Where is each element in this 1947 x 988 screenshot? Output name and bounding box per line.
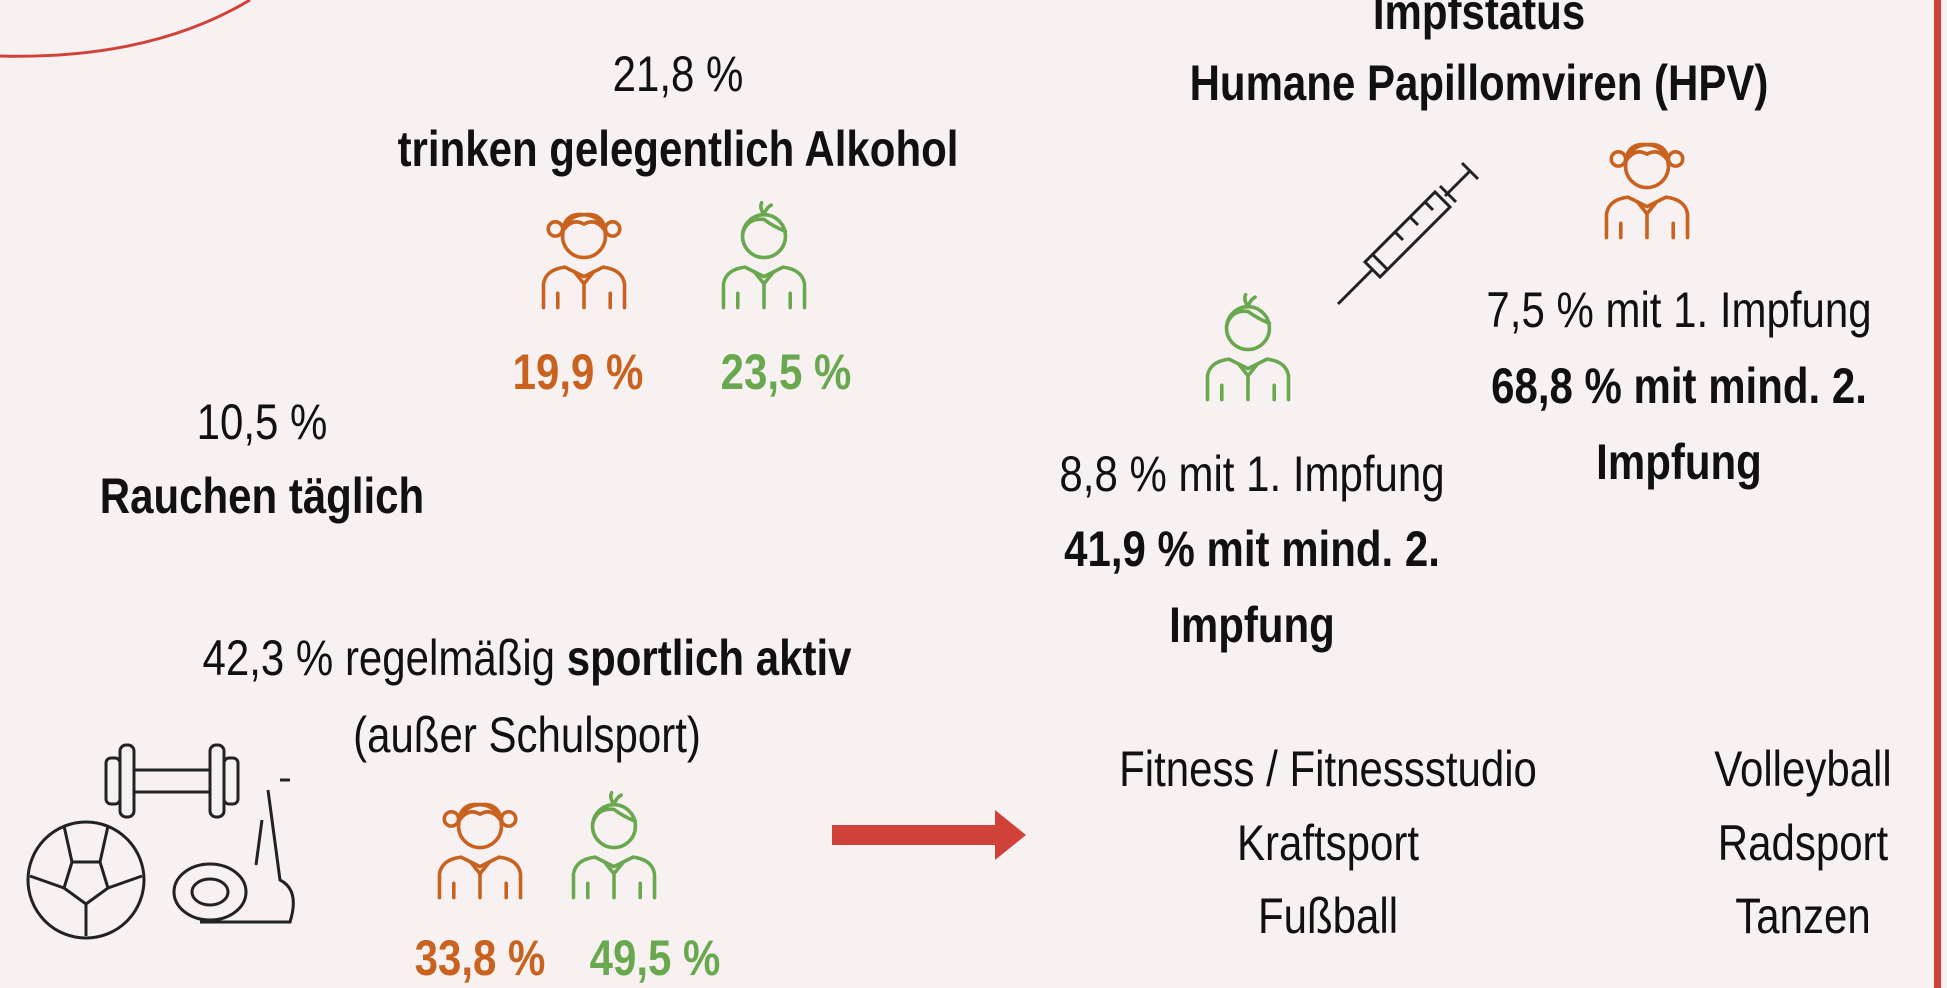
- sport-list-item: Radsport: [1718, 805, 1888, 881]
- sport-total-text: 42,3 % regelmäßig: [203, 630, 556, 686]
- sport-note: (außer Schulsport): [353, 697, 701, 773]
- alcohol-label: trinken gelegentlich Alkohol: [398, 111, 959, 187]
- boy-icon: [716, 198, 812, 310]
- alcohol-girls: 19,9 %: [513, 334, 644, 410]
- hpv-girls-first: 7,5 % mit 1. Impfung: [1486, 272, 1871, 348]
- boy-icon: [566, 788, 662, 900]
- alcohol-total: 21,8 %: [613, 36, 744, 112]
- sport-list-item: Volleyball: [1714, 731, 1891, 807]
- hpv-title: Impfstatus: [1373, 0, 1585, 50]
- girl-icon: [1599, 128, 1695, 240]
- hpv-boys-second: 41,9 % mit mind. 2. Impfung: [1017, 511, 1487, 663]
- sport-girls: 33,8 %: [415, 920, 546, 988]
- sport-list-item: Tanzen: [1735, 878, 1870, 954]
- sport-boys: 49,5 %: [590, 920, 721, 988]
- infographic: Impfstatus Humane Papillomviren (HPV) 21…: [0, 0, 1947, 988]
- sport-label: sportlich aktiv: [567, 630, 852, 686]
- hpv-title: Humane Papillomviren (HPV): [1190, 45, 1769, 121]
- syringe: [1338, 163, 1478, 304]
- sport-list-item: Fußball: [1258, 878, 1398, 954]
- alcohol-boys: 23,5 %: [721, 334, 852, 410]
- girl-icon: [536, 198, 632, 310]
- arrow: [832, 810, 1026, 860]
- smoking-total: 10,5 %: [197, 384, 328, 460]
- sport-total: 42,3 % regelmäßig sportlich aktiv: [203, 620, 852, 696]
- sport-icons: [28, 745, 293, 938]
- right-border: [1934, 0, 1941, 988]
- hpv-girls-second: 68,8 % mit mind. 2. Impfung: [1444, 348, 1914, 500]
- hpv-boys-first: 8,8 % mit 1. Impfung: [1059, 436, 1444, 512]
- sport-list-item: Fitness / Fitnessstudio: [1119, 731, 1537, 807]
- smoking-label: Rauchen täglich: [100, 458, 424, 534]
- corner-arc: [0, 0, 250, 56]
- girl-icon: [432, 788, 528, 900]
- boy-icon: [1200, 290, 1296, 402]
- sport-list-item: Kraftsport: [1237, 805, 1419, 881]
